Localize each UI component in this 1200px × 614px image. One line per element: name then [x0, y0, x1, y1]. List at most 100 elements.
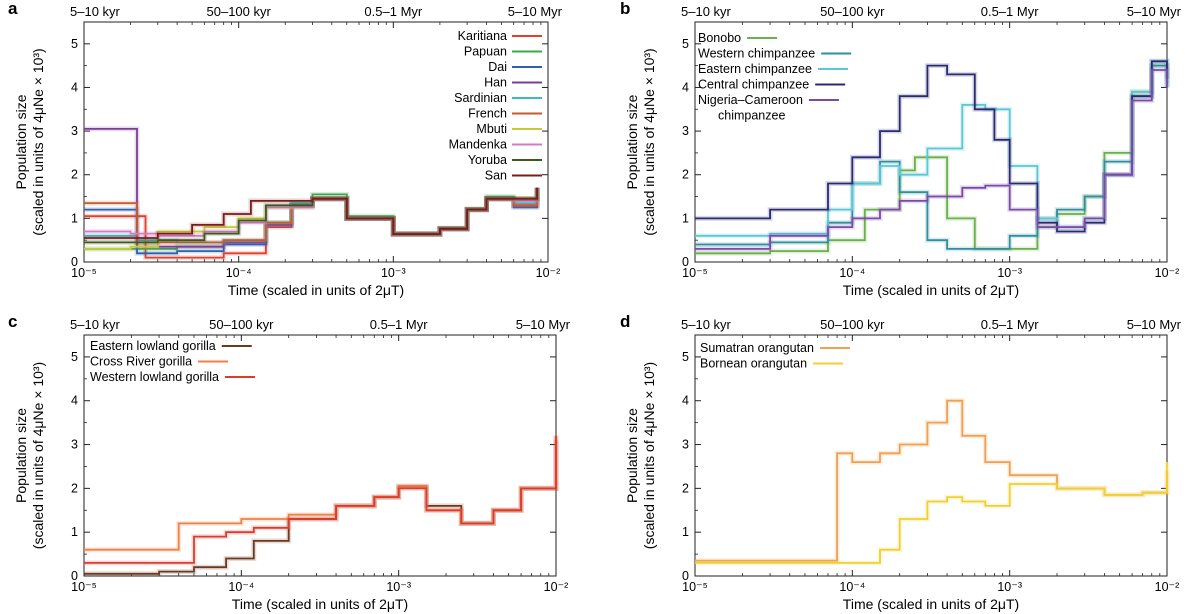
series-halo — [695, 462, 1170, 566]
legend-label: Dai — [488, 60, 507, 74]
x-tick-label: 10⁻² — [1155, 580, 1180, 594]
legend-item: Eastern chimpanzee — [698, 62, 848, 76]
series-line — [84, 187, 538, 239]
panel-c: c 5–10 kyr 50–100 kyr 0.5–1 Myr 5–10 Myr 10⁻⁵… — [8, 312, 571, 612]
legend-label: Cross River gorilla — [90, 355, 192, 369]
series-cross-river-gorilla — [84, 435, 559, 553]
top-period-label: 5–10 Myr — [516, 317, 571, 332]
top-period-label: 5–10 kyr — [70, 4, 121, 19]
legend-label: Han — [484, 76, 507, 90]
legend-item: Han — [484, 76, 542, 90]
legend-label: Bonobo — [698, 31, 741, 45]
x-axis-label: Time (scaled in units of 2μT) — [843, 282, 1019, 298]
top-period-label: 5–10 Myr — [1127, 4, 1182, 19]
series-line — [695, 64, 1168, 250]
y-tick-label: 0 — [71, 569, 78, 583]
y-axis-label-line1: Population size — [13, 408, 29, 503]
series-western-chimpanzee — [695, 63, 1170, 252]
legend-item: Mandenka — [449, 138, 542, 152]
y-axis-label-line1: Population size — [13, 94, 29, 189]
series-line — [695, 69, 1168, 250]
series-halo — [695, 398, 1170, 564]
panel-letter: a — [8, 0, 18, 18]
x-tick-label: 10⁻⁴ — [226, 266, 252, 280]
panel-letter: c — [8, 312, 17, 331]
x-axis-label: Time (scaled in units of 2μT) — [232, 596, 408, 612]
y-tick-label: 2 — [682, 168, 689, 182]
x-tick-label: 10⁻⁴ — [228, 580, 254, 594]
x-tick-label: 10⁻⁵ — [71, 266, 97, 280]
x-axis-label: Time (scaled in units of 2μT) — [228, 282, 404, 298]
series-line — [84, 440, 557, 575]
y-tick-label: 1 — [71, 211, 78, 225]
plot-frame — [83, 21, 549, 263]
y-tick-label: 3 — [682, 124, 689, 138]
x-tick-label: 10⁻⁴ — [839, 266, 865, 280]
legend-label: Nigeria–Cameroon — [698, 93, 803, 107]
y-tick-label: 4 — [71, 394, 78, 408]
legend-label: Mandenka — [449, 138, 507, 152]
legend-label: Eastern chimpanzee — [698, 62, 812, 76]
y-tick-label: 3 — [682, 438, 689, 452]
panel-b: b 5–10 kyr 50–100 kyr 0.5–1 Myr 5–10 Myr 10⁻⁵… — [620, 0, 1182, 298]
y-axis-label-line2: (scaled in units of 4μNe × 10³) — [641, 362, 657, 549]
legend-item: Mbuti — [476, 122, 542, 136]
y-axis-label-line2: (scaled in units of 4μNe × 10³) — [30, 48, 46, 235]
y-axis-label-line1: Population size — [624, 94, 640, 189]
top-period-label: 0.5–1 Myr — [981, 317, 1039, 332]
legend-label: French — [468, 107, 507, 121]
legend-label: Karitiana — [458, 29, 507, 43]
legend-item: Central chimpanzee — [698, 78, 846, 92]
panel-a: a 5–10 kyr 50–100 kyr 0.5–1 Myr 5–10 Myr 10⁻⁵… — [8, 0, 563, 298]
top-period-label: 50–100 kyr — [207, 4, 272, 19]
y-tick-label: 2 — [71, 481, 78, 495]
legend-item: Bornean orangutan — [700, 357, 844, 371]
top-period-label: 5–10 kyr — [681, 317, 732, 332]
y-tick-label: 0 — [682, 255, 689, 269]
legend-item: Yoruba — [468, 153, 542, 167]
x-tick-label: 10⁻³ — [386, 580, 411, 594]
series-nigeria-cameroon-chimpanzee — [695, 67, 1170, 252]
legend-label: Sumatran orangutan — [700, 341, 814, 355]
x-tick-label: 10⁻³ — [997, 580, 1022, 594]
legend-item: French — [468, 107, 542, 121]
legend-item: San — [485, 169, 542, 183]
top-period-label: 5–10 kyr — [681, 4, 732, 19]
y-tick-label: 3 — [71, 438, 78, 452]
legend-item: Western lowland gorilla — [90, 370, 255, 384]
panel-d: d 5–10 kyr 50–100 kyr 0.5–1 Myr 5–10 Myr 10⁻⁵… — [620, 312, 1182, 612]
plot-frame — [694, 21, 1168, 263]
panel-letter: d — [620, 312, 630, 331]
y-tick-label: 0 — [71, 255, 78, 269]
legend-label: Western lowland gorilla — [90, 370, 219, 384]
x-tick-label: 10⁻³ — [997, 266, 1022, 280]
legend-label: Eastern lowland gorilla — [90, 339, 216, 353]
series-western-lowland-gorilla — [84, 435, 559, 566]
legend-item: Eastern lowland gorilla — [90, 339, 252, 353]
top-period-label: 5–10 kyr — [70, 317, 121, 332]
series-sumatran-orangutan — [695, 398, 1170, 564]
x-tick-label: 10⁻² — [544, 580, 569, 594]
top-period-label: 0.5–1 Myr — [364, 4, 422, 19]
y-tick-label: 5 — [71, 37, 78, 51]
legend-label: Mbuti — [476, 122, 507, 136]
legend-item: Sardinian — [454, 91, 542, 105]
series-eastern-lowland-gorilla — [84, 440, 559, 577]
y-tick-label: 2 — [71, 168, 78, 182]
series-halo — [84, 435, 559, 566]
y-tick-label: 2 — [682, 481, 689, 495]
panel-letter: b — [620, 0, 630, 18]
legend-label: Western chimpanzee — [698, 47, 815, 61]
top-period-label: 0.5–1 Myr — [370, 317, 428, 332]
top-period-label: 50–100 kyr — [820, 317, 885, 332]
y-tick-label: 0 — [682, 569, 689, 583]
legend-label-cont: chimpanzee — [718, 109, 785, 123]
legend-item: Dai — [488, 60, 542, 74]
x-tick-label: 10⁻² — [1155, 266, 1180, 280]
legend-label: Yoruba — [468, 153, 507, 167]
series-halo — [84, 440, 559, 577]
series-line — [84, 435, 557, 564]
legend: Sumatran orangutan Bornean orangutan — [700, 341, 850, 371]
legend-item: Papuan — [464, 45, 542, 59]
